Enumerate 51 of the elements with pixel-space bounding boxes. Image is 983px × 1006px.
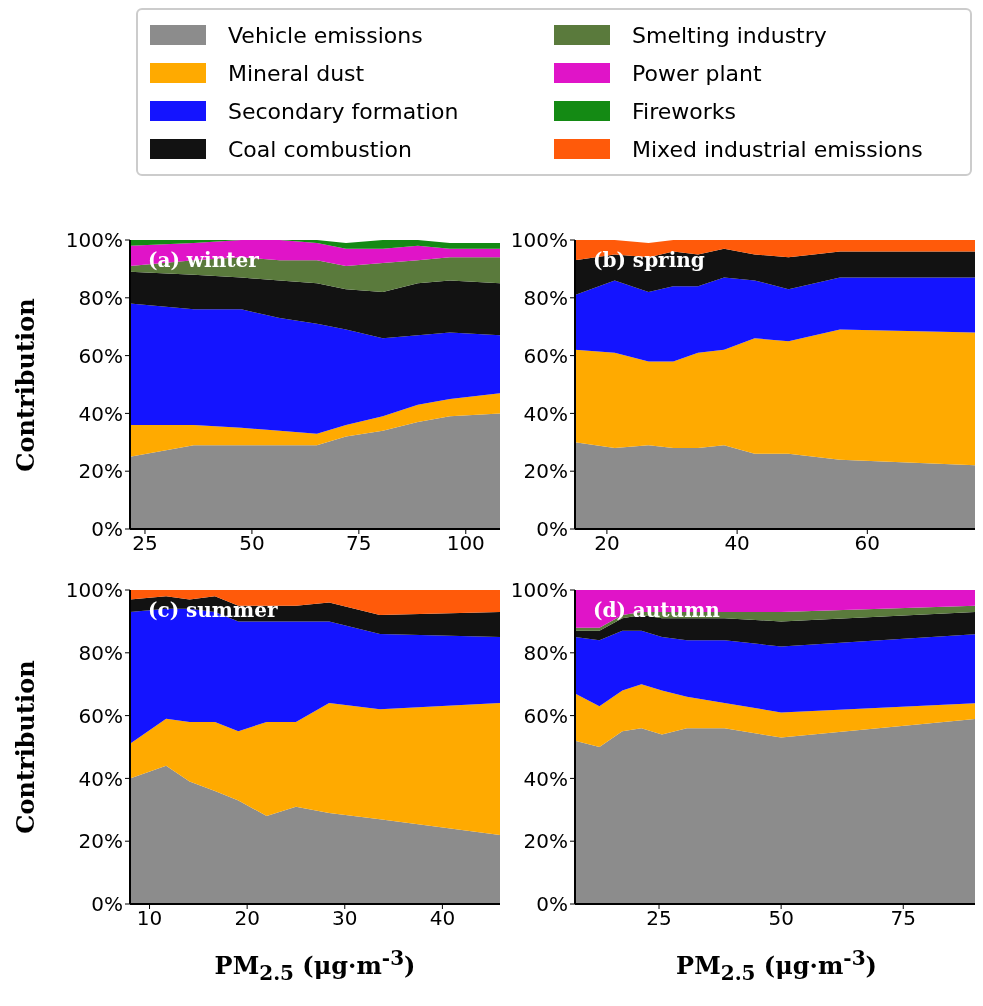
x-tick-label: 60 — [854, 531, 881, 556]
x-axis-title: PM$_{2.5}$ (μg·m$^{-3}$) — [676, 946, 877, 985]
legend-label: Coal combustion — [228, 136, 412, 162]
x-tick-label: 10 — [136, 906, 163, 931]
x-tick-label: 40 — [429, 906, 456, 931]
y-tick-label: 100% — [510, 578, 568, 603]
legend-label: Secondary formation — [228, 98, 459, 124]
x-tick-label: 100 — [446, 531, 485, 556]
x-tick-label: 50 — [239, 531, 265, 556]
y-tick-label: 0% — [536, 892, 568, 917]
y-tick-label: 80% — [78, 640, 123, 665]
legend-label: Smelting industry — [632, 22, 827, 48]
y-tick-label: 100% — [510, 228, 568, 253]
y-axis-title: Contribution — [10, 297, 40, 472]
y-tick-label: 100% — [65, 228, 123, 253]
y-tick-label: 40% — [523, 766, 568, 791]
x-tick-label: 20 — [234, 906, 260, 931]
x-tick-label: 75 — [890, 906, 916, 931]
legend-label: Fireworks — [632, 98, 736, 124]
annotation: (b) spring — [593, 248, 705, 272]
legend-label: Mineral dust — [228, 60, 365, 86]
y-tick-label: 20% — [523, 829, 568, 854]
y-tick-label: 40% — [523, 401, 568, 426]
x-tick-label: 30 — [332, 906, 358, 931]
y-tick-label: 0% — [536, 517, 568, 542]
y-tick-label: 60% — [523, 343, 568, 368]
legend-label: Mixed industrial emissions — [632, 136, 923, 162]
x-tick-label: 20 — [594, 531, 620, 556]
x-tick-label: 75 — [346, 531, 372, 556]
y-tick-label: 0% — [91, 892, 123, 917]
y-tick-label: 80% — [523, 640, 568, 665]
x-tick-label: 40 — [724, 531, 750, 556]
x-axis-title: PM$_{2.5}$ (μg·m$^{-3}$) — [214, 946, 416, 985]
y-tick-label: 20% — [78, 829, 123, 854]
y-tick-label: 20% — [78, 459, 123, 484]
y-tick-label: 60% — [78, 703, 123, 728]
y-tick-label: 40% — [78, 766, 123, 791]
y-tick-label: 0% — [91, 517, 123, 542]
y-tick-label: 60% — [523, 703, 568, 728]
y-tick-label: 80% — [523, 285, 568, 310]
y-axis-title: Contribution — [10, 660, 40, 834]
x-tick-label: 25 — [646, 906, 672, 931]
legend-label: Vehicle emissions — [228, 22, 423, 48]
y-tick-label: 20% — [523, 459, 568, 484]
x-tick-label: 50 — [768, 906, 794, 931]
x-tick-label: 25 — [132, 531, 158, 556]
legend-label: Power plant — [632, 60, 762, 86]
y-tick-label: 80% — [78, 285, 123, 310]
y-tick-label: 60% — [78, 343, 123, 368]
y-tick-label: 40% — [78, 401, 123, 426]
y-tick-label: 100% — [65, 578, 123, 603]
